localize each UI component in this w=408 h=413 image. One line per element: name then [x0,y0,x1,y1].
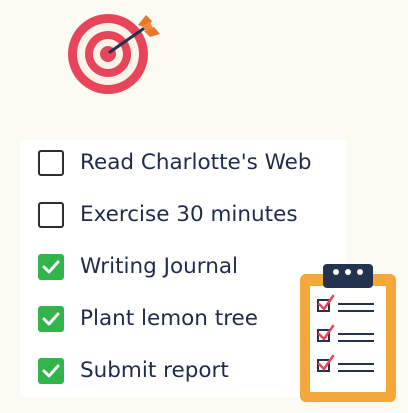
checkmark-icon [42,312,60,326]
todo-item-label: Read Charlotte's Web [80,150,312,175]
todo-item-label: Submit report [80,358,229,383]
clipboard-icon [298,262,398,404]
checkbox-checked[interactable] [38,306,64,332]
todo-item[interactable]: Exercise 30 minutes [38,200,298,230]
checkbox-unchecked[interactable] [38,150,64,176]
checkmark-icon [42,260,60,274]
todo-item-label: Plant lemon tree [80,306,259,331]
todo-item[interactable]: Writing Journal [38,252,238,282]
target-icon [64,12,164,96]
checkmark-icon [42,364,60,378]
todo-item[interactable]: Plant lemon tree [38,304,258,334]
todo-item-label: Writing Journal [80,254,238,279]
checkbox-unchecked[interactable] [38,202,64,228]
checkbox-checked[interactable] [38,254,64,280]
checkbox-checked[interactable] [38,358,64,384]
todo-list: Read Charlotte's Web Exercise 30 minutes… [20,140,346,397]
todo-item-label: Exercise 30 minutes [80,202,298,227]
todo-item[interactable]: Submit report [38,356,229,386]
todo-item[interactable]: Read Charlotte's Web [38,148,312,178]
